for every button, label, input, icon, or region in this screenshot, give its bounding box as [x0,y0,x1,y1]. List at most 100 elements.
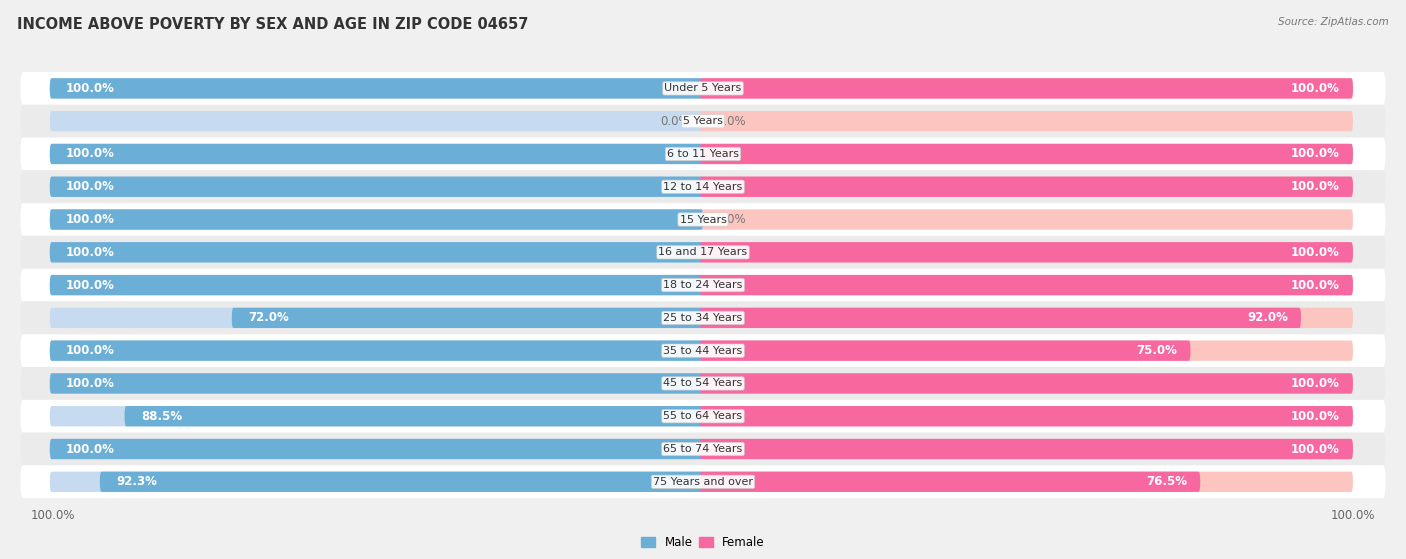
FancyBboxPatch shape [49,340,703,361]
FancyBboxPatch shape [49,78,703,98]
FancyBboxPatch shape [49,144,703,164]
Text: Under 5 Years: Under 5 Years [665,83,741,93]
Text: 72.0%: 72.0% [247,311,288,324]
Text: 75 Years and over: 75 Years and over [652,477,754,487]
FancyBboxPatch shape [700,439,1353,459]
Text: 100.0%: 100.0% [66,82,115,95]
FancyBboxPatch shape [700,78,1353,98]
FancyBboxPatch shape [21,170,1385,203]
FancyBboxPatch shape [700,340,1191,361]
FancyBboxPatch shape [700,373,1353,394]
Text: 0.0%: 0.0% [661,115,690,127]
Text: 100.0%: 100.0% [66,246,115,259]
FancyBboxPatch shape [49,177,703,197]
Legend: Male, Female: Male, Female [637,532,769,554]
FancyBboxPatch shape [700,307,1301,328]
Text: 100.0%: 100.0% [66,443,115,456]
FancyBboxPatch shape [700,340,1353,361]
FancyBboxPatch shape [49,177,703,197]
Text: INCOME ABOVE POVERTY BY SEX AND AGE IN ZIP CODE 04657: INCOME ABOVE POVERTY BY SEX AND AGE IN Z… [17,17,529,32]
FancyBboxPatch shape [49,472,703,492]
FancyBboxPatch shape [21,269,1385,301]
Text: 18 to 24 Years: 18 to 24 Years [664,280,742,290]
FancyBboxPatch shape [21,105,1385,138]
FancyBboxPatch shape [21,236,1385,269]
FancyBboxPatch shape [700,373,1353,394]
FancyBboxPatch shape [232,307,703,328]
Text: 100.0%: 100.0% [66,344,115,357]
Text: 0.0%: 0.0% [716,115,745,127]
FancyBboxPatch shape [700,210,1353,230]
FancyBboxPatch shape [49,275,703,295]
FancyBboxPatch shape [49,373,703,394]
FancyBboxPatch shape [700,111,1353,131]
FancyBboxPatch shape [21,334,1385,367]
FancyBboxPatch shape [21,203,1385,236]
Text: 6 to 11 Years: 6 to 11 Years [666,149,740,159]
Text: 5 Years: 5 Years [683,116,723,126]
Text: 100.0%: 100.0% [66,180,115,193]
Text: 100.0%: 100.0% [1291,148,1340,160]
FancyBboxPatch shape [21,138,1385,170]
FancyBboxPatch shape [700,242,1353,263]
Text: 55 to 64 Years: 55 to 64 Years [664,411,742,421]
FancyBboxPatch shape [21,400,1385,433]
FancyBboxPatch shape [21,466,1385,498]
FancyBboxPatch shape [49,242,703,263]
FancyBboxPatch shape [700,144,1353,164]
FancyBboxPatch shape [700,242,1353,263]
Text: 100.0%: 100.0% [1291,410,1340,423]
Text: 16 and 17 Years: 16 and 17 Years [658,247,748,257]
FancyBboxPatch shape [49,78,703,98]
Text: 100.0%: 100.0% [1291,377,1340,390]
FancyBboxPatch shape [21,433,1385,466]
Text: 100.0%: 100.0% [1291,278,1340,292]
FancyBboxPatch shape [700,177,1353,197]
FancyBboxPatch shape [49,340,703,361]
FancyBboxPatch shape [700,472,1353,492]
Text: 65 to 74 Years: 65 to 74 Years [664,444,742,454]
Text: 12 to 14 Years: 12 to 14 Years [664,182,742,192]
FancyBboxPatch shape [21,301,1385,334]
Text: 76.5%: 76.5% [1146,475,1187,489]
FancyBboxPatch shape [49,439,703,459]
Text: 100.0%: 100.0% [1291,180,1340,193]
Text: 100.0%: 100.0% [1291,82,1340,95]
FancyBboxPatch shape [700,406,1353,427]
Text: 92.3%: 92.3% [117,475,157,489]
Text: 100.0%: 100.0% [66,213,115,226]
Text: 92.0%: 92.0% [1247,311,1288,324]
FancyBboxPatch shape [49,111,703,131]
FancyBboxPatch shape [700,307,1353,328]
FancyBboxPatch shape [49,210,703,230]
Text: 45 to 54 Years: 45 to 54 Years [664,378,742,389]
FancyBboxPatch shape [700,472,1201,492]
FancyBboxPatch shape [125,406,703,427]
FancyBboxPatch shape [49,275,703,295]
Text: 100.0%: 100.0% [66,278,115,292]
Text: Source: ZipAtlas.com: Source: ZipAtlas.com [1278,17,1389,27]
FancyBboxPatch shape [49,406,703,427]
Text: 100.0%: 100.0% [1291,443,1340,456]
FancyBboxPatch shape [49,210,703,230]
Text: 15 Years: 15 Years [679,215,727,225]
FancyBboxPatch shape [700,144,1353,164]
FancyBboxPatch shape [100,472,703,492]
FancyBboxPatch shape [700,177,1353,197]
Text: 75.0%: 75.0% [1136,344,1177,357]
Text: 0.0%: 0.0% [716,213,745,226]
FancyBboxPatch shape [700,439,1353,459]
Text: 25 to 34 Years: 25 to 34 Years [664,313,742,323]
Text: 100.0%: 100.0% [1291,246,1340,259]
Text: 88.5%: 88.5% [141,410,181,423]
FancyBboxPatch shape [49,242,703,263]
FancyBboxPatch shape [49,439,703,459]
FancyBboxPatch shape [700,275,1353,295]
FancyBboxPatch shape [700,406,1353,427]
FancyBboxPatch shape [21,72,1385,105]
FancyBboxPatch shape [49,373,703,394]
FancyBboxPatch shape [700,275,1353,295]
FancyBboxPatch shape [700,78,1353,98]
Text: 100.0%: 100.0% [66,377,115,390]
Text: 35 to 44 Years: 35 to 44 Years [664,345,742,356]
